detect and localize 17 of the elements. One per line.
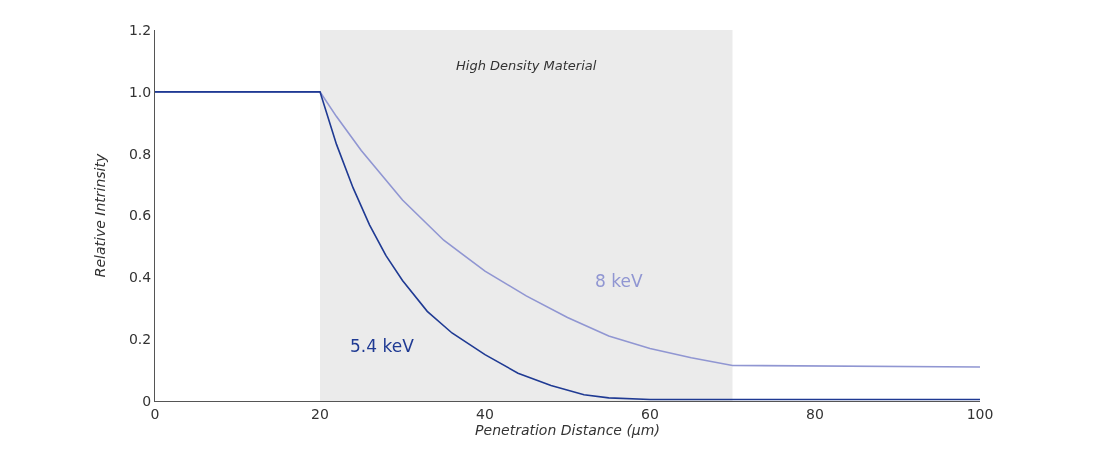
y-tick-label: 0.2	[128, 331, 152, 348]
y-tick-label: 0.8	[128, 145, 152, 162]
x-tick-label: 60	[641, 405, 659, 422]
text: 8 keV	[595, 271, 643, 291]
y-tick-label: 1.2	[128, 21, 152, 38]
series-label: 5.4 keV	[350, 336, 415, 356]
y-tick-label: 0.4	[128, 269, 152, 286]
y-tick-label: 1.0	[128, 83, 152, 100]
x-tick-label: 80	[806, 405, 824, 422]
y-tick-label: 0.6	[128, 207, 152, 224]
x-tick-label: 40	[476, 405, 494, 422]
x-tick-label: 100	[966, 405, 994, 422]
x-axis-title: Penetration Distance (µm)	[475, 422, 660, 439]
y-axis-title: Relative Intrinsity	[91, 153, 108, 278]
band-label: High Density Material	[456, 58, 597, 73]
y-tick-label: 0	[142, 392, 152, 409]
x-tick-label: 20	[311, 405, 329, 422]
